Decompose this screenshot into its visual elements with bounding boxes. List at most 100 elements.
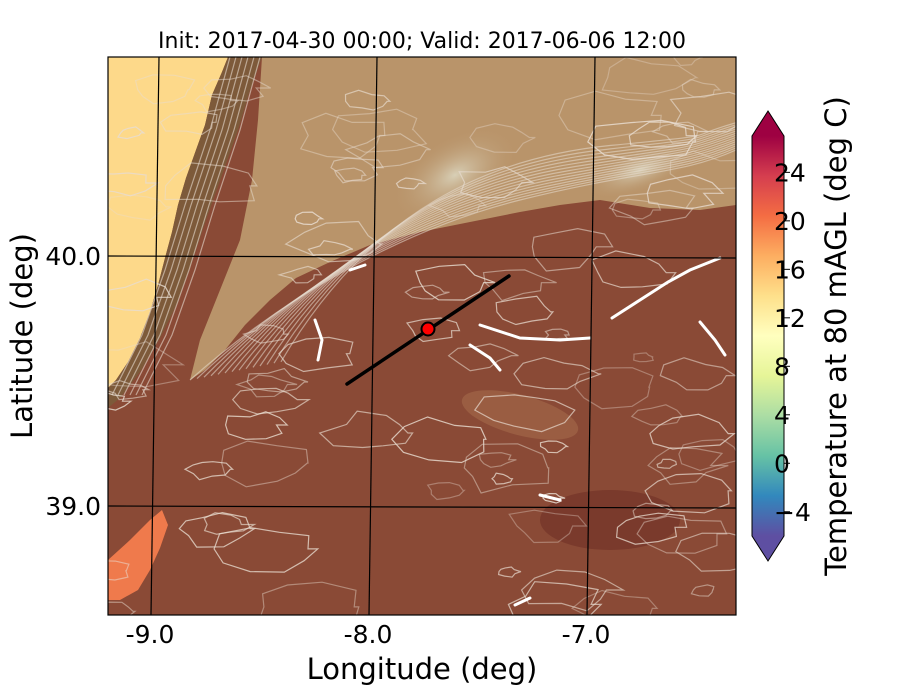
contour-line (520, 569, 626, 612)
x-tick-label: -8.0 (344, 620, 393, 649)
water-bodies (313, 256, 727, 607)
ridge-contour (273, 124, 736, 364)
contour-line (294, 211, 325, 226)
contour-line (260, 581, 360, 615)
contour-line (447, 343, 519, 372)
meridian-gridline (586, 57, 596, 615)
contour-line (235, 374, 298, 398)
contour-line (649, 413, 736, 450)
contour-line (591, 250, 677, 289)
contour-line (570, 589, 659, 615)
ridge-contour (259, 128, 736, 367)
colorbar-tick-label: −4 (774, 498, 811, 527)
ridge-contour (266, 126, 736, 365)
contour-line (513, 356, 602, 390)
contour-line (299, 112, 386, 160)
x-tick-label: -7.0 (562, 620, 611, 649)
contour-line (675, 532, 736, 572)
warm-interior (540, 490, 680, 550)
contour-line (108, 194, 172, 221)
colorbar: −4 0 4 8 12 16 20 24 (751, 110, 811, 562)
contour-line (108, 278, 173, 312)
water-body (478, 323, 592, 342)
contour-line (213, 527, 320, 573)
contour-line (574, 367, 654, 410)
ridge-contour (238, 134, 736, 371)
contour-line (178, 511, 257, 548)
ridge-contour (210, 143, 736, 377)
temperature-contours (108, 57, 736, 615)
contour-line (203, 75, 271, 102)
contour-line (473, 394, 576, 433)
contour-line (669, 91, 736, 133)
contour-line (628, 121, 698, 148)
coast-contour (123, 57, 243, 396)
contour-line (656, 458, 678, 469)
contour-line (587, 119, 697, 161)
x-axis-label: Longitude (deg) (307, 652, 538, 686)
warm-lowland (108, 510, 168, 600)
contour-line (690, 584, 715, 597)
contour-line (615, 512, 688, 545)
colorbar-label: Temperature at 80 mAGL (deg C) (819, 96, 853, 577)
contour-line (630, 404, 684, 426)
contour-line (644, 472, 733, 514)
contour-line (659, 357, 736, 391)
contour-line (632, 502, 675, 520)
contour-line (414, 263, 496, 301)
contour-line (405, 317, 461, 343)
y-tick-label: 40.0 (45, 242, 101, 271)
coast-contour (141, 57, 261, 396)
coast-contour (135, 57, 255, 396)
water-body (468, 343, 502, 372)
contour-line (134, 74, 196, 105)
contour-line (318, 410, 414, 449)
contour-line (678, 438, 736, 472)
colorbar-tick-label: 8 (774, 352, 790, 381)
coast-contour (117, 57, 237, 396)
contour-line (469, 123, 536, 154)
contour-line (601, 57, 699, 95)
contour-line (203, 512, 257, 535)
contour-line (633, 352, 655, 363)
y-tick-label: 39.0 (45, 492, 101, 521)
y-axis-label: Latitude (deg) (5, 233, 39, 439)
contour-line (246, 367, 309, 393)
contour-line (108, 172, 160, 197)
ocean-area (108, 57, 228, 388)
ridge-contour (224, 138, 736, 374)
colorbar-tick-label: 24 (774, 158, 806, 187)
contour-line (681, 78, 722, 98)
contour-line (491, 472, 514, 485)
contour-line (108, 392, 133, 411)
map-panel[interactable] (69, 51, 771, 634)
meridian-gridline (368, 57, 378, 615)
plot-title: Init: 2017-04-30 00:00; Valid: 2017-06-0… (158, 29, 686, 54)
contour-line (608, 189, 696, 226)
colorbar-ticks: −4 0 4 8 12 16 20 24 (774, 158, 811, 526)
contour-line (108, 379, 152, 401)
y-tick-labels: 40.0 39.0 (45, 242, 101, 521)
southern-upland (461, 390, 579, 440)
contour-line (159, 111, 218, 136)
contour-line (646, 174, 725, 210)
ridge-contour (252, 130, 736, 368)
water-body (513, 596, 532, 607)
contour-line (672, 57, 703, 67)
contour-line (497, 566, 522, 578)
contour-line (183, 461, 235, 481)
contour-line (507, 581, 603, 615)
site-marker[interactable] (420, 321, 436, 337)
water-body (348, 263, 367, 272)
contour-line (463, 443, 550, 494)
contour-line (426, 481, 466, 501)
contour-line (404, 284, 450, 300)
colorbar-tick-label: 16 (774, 255, 806, 284)
ridge-contour (231, 136, 736, 372)
contour-line (390, 416, 487, 464)
colorbar-outline (751, 110, 785, 562)
ridge-contour (245, 132, 736, 370)
colorbar-tick-label: 20 (774, 207, 806, 236)
x-tick-label: -9.0 (126, 620, 175, 649)
